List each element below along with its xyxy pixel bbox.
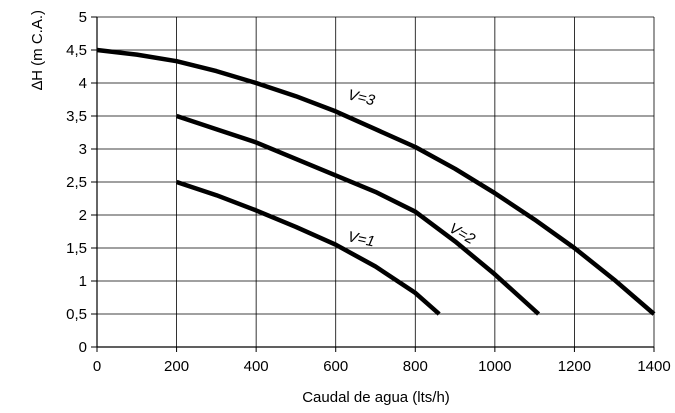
y-tick-label-7: 3,5	[66, 108, 87, 125]
y-tick-label-5: 2,5	[66, 174, 87, 191]
x-tick-label-5: 1000	[478, 358, 511, 375]
series-lines	[96, 47, 656, 316]
x-tick-label-6: 1200	[558, 358, 591, 375]
y-tick-label-6: 3	[79, 141, 87, 158]
x-tick-label-4: 800	[403, 358, 428, 375]
x-tick-label-7: 1400	[637, 358, 670, 375]
x-tick-label-1: 200	[164, 358, 189, 375]
y-axis-ticks: 0 0,5 1 1,5 2 2,5 3 3,5 4 4,5 5	[66, 9, 97, 356]
grid-lines	[96, 16, 655, 348]
y-tick-label-0: 0	[79, 339, 87, 356]
y-tick-label-10: 5	[79, 9, 87, 26]
x-axis-title: Caudal de agua (lts/h)	[302, 389, 450, 406]
x-tick-label-0: 0	[93, 358, 101, 375]
series-label-1: V=1	[346, 228, 376, 250]
y-axis-title: ∆H (m C.A.)	[29, 10, 46, 90]
series-label-3: V=3	[346, 86, 377, 109]
x-axis-ticks: 0 200 400 600 800 1000 1200 1400	[93, 347, 671, 375]
y-tick-label-1: 0,5	[66, 306, 87, 323]
series-line-2	[175, 113, 541, 316]
series-line-1	[175, 179, 441, 316]
x-tick-label-2: 400	[244, 358, 269, 375]
series-line-3	[96, 47, 656, 316]
series-label-2: V=2	[446, 220, 479, 249]
x-tick-label-3: 600	[323, 358, 348, 375]
y-tick-label-9: 4,5	[66, 42, 87, 59]
y-tick-label-3: 1,5	[66, 240, 87, 257]
y-tick-label-4: 2	[79, 207, 87, 224]
y-tick-label-8: 4	[79, 75, 87, 92]
y-tick-label-2: 1	[79, 273, 87, 290]
